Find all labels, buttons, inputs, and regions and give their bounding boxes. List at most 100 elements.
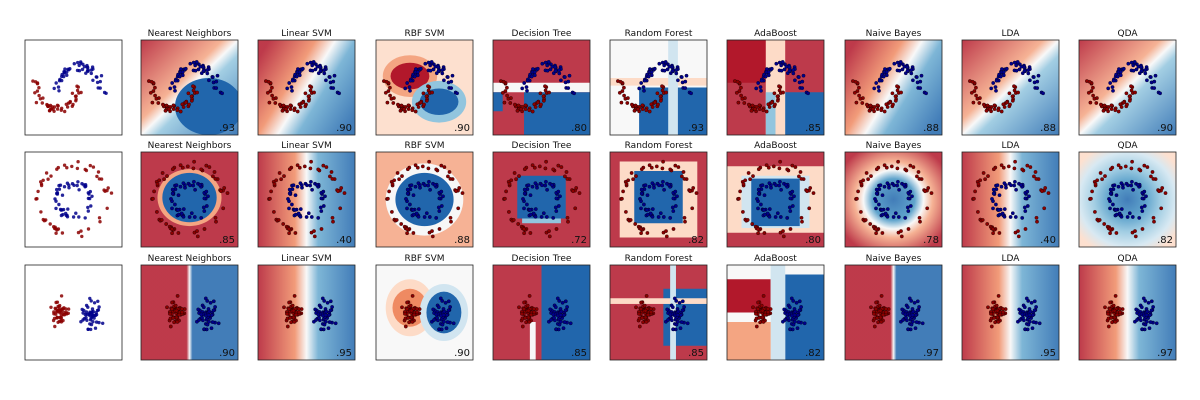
score-label: .97 bbox=[1157, 348, 1173, 359]
data-point-r1-c1-6 bbox=[279, 177, 283, 182]
data-point-r2-c3-96 bbox=[523, 315, 528, 320]
decision-region bbox=[529, 322, 536, 360]
data-point-r0-c0-72 bbox=[161, 102, 165, 107]
data-point-r1-c3-19 bbox=[545, 187, 549, 192]
data-point-r0-c2-95 bbox=[449, 86, 454, 90]
data-point-r0-c5-99 bbox=[780, 60, 785, 64]
data-point-r2-cin-96 bbox=[55, 316, 59, 320]
data-point-r0-c2-27 bbox=[423, 61, 428, 66]
data-point-r1-c6-30 bbox=[916, 170, 921, 174]
data-point-r1-c6-98 bbox=[906, 227, 911, 231]
data-point-r0-c6-82 bbox=[857, 93, 861, 98]
data-point-r0-cin-88 bbox=[71, 102, 75, 107]
data-point-r1-c4-75 bbox=[657, 183, 661, 188]
data-point-r1-c1-55 bbox=[309, 215, 314, 219]
data-point-r0-c1-91 bbox=[337, 91, 341, 96]
data-point-r1-c7-64 bbox=[991, 231, 995, 236]
data-point-r0-c5-89 bbox=[766, 73, 771, 78]
data-point-r0-c8-97 bbox=[1108, 81, 1113, 85]
data-point-r1-c5-98 bbox=[788, 227, 793, 231]
data-point-r1-c3-45 bbox=[556, 204, 561, 208]
data-point-r1-c5-99 bbox=[785, 216, 790, 220]
data-point-r1-c7-79 bbox=[1000, 211, 1005, 216]
data-point-r0-c6-83 bbox=[914, 75, 919, 79]
data-point-r0-c7-49 bbox=[1036, 73, 1041, 78]
data-point-r1-c3-86 bbox=[509, 178, 514, 183]
data-point-r0-c7-41 bbox=[1026, 71, 1031, 76]
data-point-r1-c6-24 bbox=[856, 189, 860, 194]
data-point-r2-c6-88 bbox=[878, 308, 883, 313]
data-point-r1-c3-80 bbox=[522, 167, 527, 172]
data-point-r1-c3-20 bbox=[503, 196, 507, 201]
data-point-r0-c6-34 bbox=[857, 85, 861, 90]
data-point-r0-c6-94 bbox=[853, 79, 858, 84]
panel-decision-tree-circles: Decision Tree.72 bbox=[492, 141, 591, 248]
score-label: .88 bbox=[454, 235, 470, 246]
data-point-r0-c5-34 bbox=[739, 85, 743, 90]
data-point-r1-c3-68 bbox=[530, 163, 535, 168]
data-point-r0-c5-95 bbox=[800, 86, 805, 90]
panel-random-forest-moons: Random Forest.93 bbox=[609, 29, 708, 136]
data-point-r0-c5-85 bbox=[763, 74, 768, 79]
data-point-r0-c1-55 bbox=[285, 86, 290, 91]
data-point-r1-c6-84 bbox=[868, 222, 873, 226]
data-point-r1-c4-19 bbox=[662, 187, 666, 192]
data-point-r1-c2-98 bbox=[437, 227, 442, 231]
data-point-r0-c6-80 bbox=[867, 108, 872, 113]
data-point-r1-c6-22 bbox=[889, 164, 894, 169]
panel-linear-svm-circles: Linear SVM.40 bbox=[257, 141, 356, 248]
data-point-r1-c0-79 bbox=[179, 211, 184, 216]
data-point-r2-c7-89 bbox=[1017, 307, 1022, 312]
panel-background bbox=[25, 152, 122, 247]
panel-frame bbox=[726, 39, 825, 136]
data-point-r0-c2-2 bbox=[421, 91, 426, 96]
data-point-r2-c3-90 bbox=[532, 310, 537, 315]
data-point-r2-c8-90 bbox=[1118, 310, 1123, 315]
data-point-r0-c0-80 bbox=[163, 108, 168, 113]
data-point-r0-c4-97 bbox=[639, 81, 644, 85]
data-point-r1-c2-88 bbox=[405, 227, 409, 231]
data-point-r2-c2-78 bbox=[407, 320, 411, 325]
data-point-r2-c1-98 bbox=[285, 311, 289, 316]
data-point-r0-c8-87 bbox=[1111, 78, 1116, 83]
data-point-r2-c5-44 bbox=[763, 312, 768, 317]
data-point-r1-c4-77 bbox=[650, 181, 655, 186]
panel-frame bbox=[257, 39, 356, 136]
data-point-r2-c6-13 bbox=[912, 300, 917, 305]
data-point-r1-c5-88 bbox=[756, 227, 760, 231]
data-point-r0-c8-93 bbox=[1143, 68, 1148, 72]
data-point-r0-c2-24 bbox=[413, 109, 418, 114]
data-point-r0-c4-61 bbox=[649, 70, 654, 75]
data-point-r2-c5-61 bbox=[786, 315, 790, 320]
data-point-r1-c3-81 bbox=[530, 184, 535, 189]
data-point-r0-c2-93 bbox=[440, 68, 445, 72]
data-point-r1-c4-37 bbox=[661, 179, 665, 184]
panel-frame bbox=[609, 151, 708, 248]
data-point-r0-c6-77 bbox=[897, 68, 902, 73]
data-point-r1-c2-38 bbox=[427, 159, 431, 164]
data-point-r1-c5-45 bbox=[790, 204, 795, 208]
data-point-r1-c5-76 bbox=[777, 166, 782, 171]
data-point-r0-c3-35 bbox=[566, 79, 571, 84]
data-point-r2-c3-28 bbox=[520, 324, 525, 329]
data-point-r1-c4-15 bbox=[670, 205, 675, 210]
score-label: .93 bbox=[688, 123, 704, 134]
data-point-r1-c6-89 bbox=[885, 214, 890, 219]
data-point-r1-c8-67 bbox=[1108, 191, 1113, 196]
data-point-r0-c8-58 bbox=[1109, 103, 1114, 108]
panel-lda-moons: LDA.88 bbox=[961, 29, 1060, 136]
data-point-r2-c7-58 bbox=[995, 315, 1000, 320]
data-point-r2-c7-88 bbox=[995, 308, 1000, 313]
data-point-r0-c4-8 bbox=[625, 101, 630, 105]
data-point-r2-c0-58 bbox=[174, 315, 179, 320]
data-point-r1-c6-15 bbox=[905, 205, 910, 210]
data-point-r2-c0-65 bbox=[216, 321, 221, 326]
data-point-r2-c6-93 bbox=[911, 309, 916, 314]
data-point-r0-c3-71 bbox=[531, 67, 535, 71]
data-point-r1-c7-25 bbox=[990, 197, 994, 201]
data-point-r0-c6-99 bbox=[898, 60, 903, 64]
data-point-r1-c0-76 bbox=[191, 166, 196, 171]
data-point-r1-c2-99 bbox=[434, 216, 439, 220]
data-point-r2-c3-45 bbox=[554, 327, 558, 332]
data-point-r1-c6-1 bbox=[893, 211, 898, 216]
